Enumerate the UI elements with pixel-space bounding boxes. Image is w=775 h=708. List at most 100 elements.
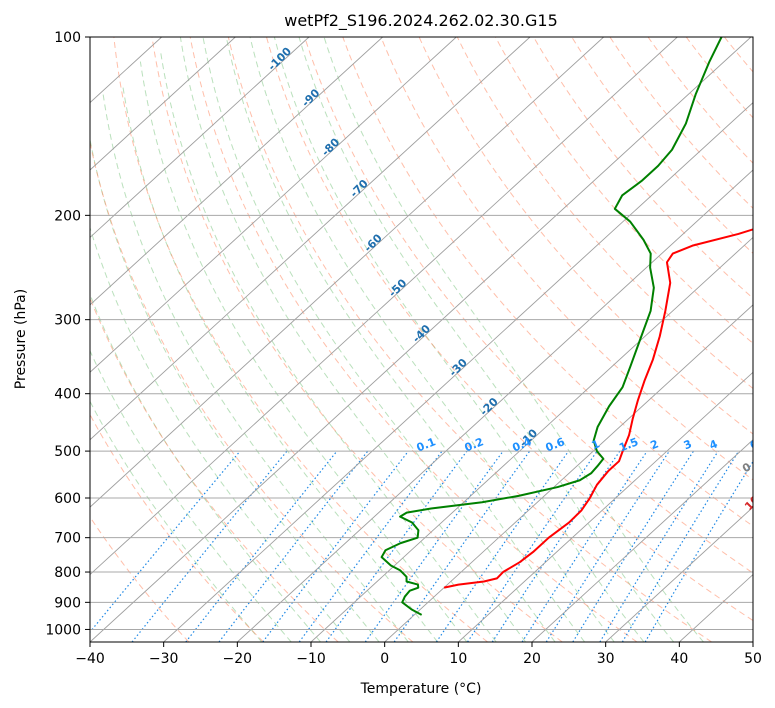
isotherm: [237, 169, 753, 642]
dry-adiabat: [90, 413, 264, 642]
x-tick-label: 50: [744, 651, 762, 667]
dry-adiabat: [380, 37, 753, 481]
y-tick-label: 600: [54, 491, 81, 507]
dry-adiabat: [266, 37, 753, 622]
dry-adiabat: [90, 516, 190, 642]
dry-adiabat: [418, 37, 753, 435]
mixing-ratio-line: [298, 450, 443, 642]
mixing-ratio-line: [572, 450, 695, 642]
isotherm: [90, 37, 531, 441]
y-tick-label: 100: [54, 30, 81, 46]
isotherm: [90, 37, 604, 508]
x-tick-label: 0: [380, 651, 389, 667]
mixing-ratio-line: [467, 450, 598, 642]
mixing-ratio-label: 2: [649, 437, 661, 452]
isotherm: [163, 101, 753, 642]
moist-adiabat: [102, 94, 409, 642]
x-tick-label: −20: [223, 651, 253, 667]
moist-adiabat: [159, 49, 497, 642]
isotherm-label: -30: [447, 356, 470, 379]
dry-adiabat: [90, 140, 414, 642]
y-axis: 100 200 300 400 500 600 700 800 900 1000: [45, 30, 90, 638]
mixing-ratio-line: [521, 450, 648, 642]
dry-adiabat: [647, 37, 753, 164]
moist-adiabat: [179, 37, 527, 642]
isotherm: [90, 37, 752, 642]
isotherm: [310, 236, 753, 642]
dry-adiabat: [763, 37, 775, 642]
moist-adiabat: [121, 83, 439, 642]
dry-adiabat: [304, 37, 753, 574]
moist-adiabat: [273, 37, 645, 642]
dry-adiabat-label: 20: [753, 517, 773, 537]
moist-adiabat: [202, 37, 556, 642]
isotherm: [679, 573, 753, 642]
mixing-ratio-label: 6: [748, 437, 760, 452]
moist-adiabat: [249, 37, 615, 642]
mixing-ratio-label: 0.2: [463, 435, 486, 454]
mixing-ratio-label: 3: [682, 437, 694, 452]
isotherms: [90, 37, 753, 642]
x-axis-label: Temperature (°C): [360, 681, 482, 697]
x-tick-label: −40: [75, 651, 105, 667]
moist-adiabats: [90, 37, 704, 642]
mixing-ratio-lines: [90, 450, 753, 642]
moist-adiabat: [139, 61, 468, 642]
isotherm: [752, 641, 753, 642]
profile-line: [380, 37, 723, 616]
chart-title: wetPf2_S196.2024.262.02.30.G15: [284, 11, 558, 31]
y-tick-label: 700: [54, 531, 81, 547]
dry-adiabat: [494, 37, 753, 344]
x-tick-label: 40: [670, 651, 688, 667]
isotherm: [531, 439, 753, 642]
isotherm-label: -50: [386, 276, 409, 299]
isotherm-label: -90: [299, 86, 322, 109]
x-axis: −40 −30 −20 −10 0 10 20 30 40 50: [75, 642, 762, 667]
dry-adiabat: [90, 296, 339, 642]
moist-adiabat: [90, 226, 351, 642]
dry-adiabat: [571, 37, 753, 254]
mixing-ratio-line: [545, 450, 670, 642]
isotherm: [90, 37, 236, 171]
isotherm: [90, 37, 678, 576]
plot-frame: [89, 36, 754, 643]
dry-adiabat: [189, 37, 638, 642]
dry-adiabat-label: 30: [763, 548, 775, 568]
isotherm-label: -40: [410, 322, 433, 345]
dry-adiabat-label: 10: [742, 493, 762, 513]
isotherm: [458, 371, 753, 642]
mixing-ratio-line: [491, 450, 621, 642]
dry-adiabat: [151, 37, 563, 642]
mixing-ratio-line: [364, 450, 504, 642]
mixing-ratio-line: [131, 450, 288, 642]
x-tick-label: 20: [523, 651, 541, 667]
y-tick-label: 200: [54, 208, 81, 224]
y-tick-label: 900: [54, 595, 81, 611]
isotherm: [384, 304, 753, 642]
moist-adiabat-label: 0: [740, 460, 753, 475]
y-axis-label: Pressure (hPa): [13, 289, 29, 389]
mixing-ratio-line: [90, 450, 241, 633]
x-tick-label: 30: [597, 651, 615, 667]
mixing-ratio-label: 1: [590, 437, 602, 452]
dry-adiabat: [227, 37, 712, 642]
mixing-ratio-label: 4: [707, 437, 719, 452]
x-tick-label: 10: [449, 651, 467, 667]
moist-adiabat: [90, 136, 380, 642]
mixing-ratio-label: 0.6: [544, 435, 567, 454]
isotherm: [90, 37, 383, 306]
isotherm: [90, 37, 310, 239]
mixing-ratio-line: [325, 450, 468, 642]
moist-adiabat: [323, 37, 704, 642]
isotherm: [90, 37, 457, 373]
plot-area: -100-90-80-70-60-50-40-30-20-100.1 0.2 0.4…: [90, 37, 775, 642]
moist-adiabat: [298, 37, 675, 642]
x-tick-label: −10: [296, 651, 326, 667]
mixing-ratio-line: [435, 450, 570, 642]
isobars: [90, 37, 753, 630]
dry-adiabat: [113, 37, 488, 642]
profiles: [380, 37, 753, 616]
dry-adiabat: [723, 37, 753, 73]
mixing-ratio-line: [621, 450, 740, 642]
